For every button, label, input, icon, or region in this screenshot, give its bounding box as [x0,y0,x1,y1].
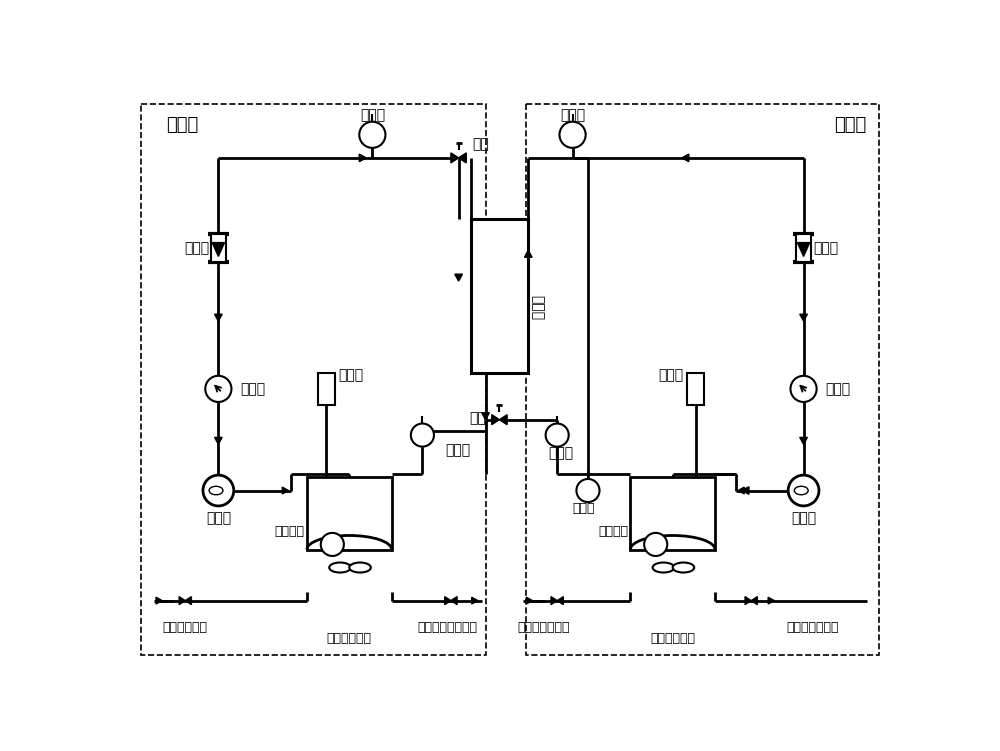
Text: 去化盐池化盐: 去化盐池化盐 [163,621,208,634]
Text: 循环泵: 循环泵 [791,511,816,525]
Text: 溹透侧: 溹透侧 [166,116,198,134]
Bar [211,234,226,262]
Text: 原料测: 原料测 [834,116,867,134]
Bar [630,478,715,550]
Ellipse shape [209,487,223,495]
Circle shape [790,376,817,402]
Polygon shape [359,154,366,161]
Circle shape [411,424,434,447]
Polygon shape [215,437,222,445]
Text: 搄拌器: 搄拌器 [338,368,364,382]
Ellipse shape [794,487,808,495]
Text: 温度计: 温度计 [360,107,385,122]
Polygon shape [451,596,457,605]
Text: 膜组件: 膜组件 [531,295,545,321]
Polygon shape [282,487,288,494]
Polygon shape [797,243,810,256]
Bar [687,372,704,405]
Text: 阁门: 阁门 [472,137,489,151]
Circle shape [359,122,385,148]
Polygon shape [179,596,185,605]
Polygon shape [472,597,478,604]
Circle shape [321,533,344,556]
Text: T: T [418,429,427,443]
Text: 压力表: 压力表 [825,382,850,396]
Text: 循环泵: 循环泵 [206,511,231,525]
Text: T: T [568,128,577,143]
Text: 温度计: 温度计 [446,444,471,457]
Circle shape [205,376,231,402]
Bar [796,234,811,262]
Polygon shape [800,314,807,321]
Text: 阳极淡
盐水: 阳极淡 盐水 [673,508,695,535]
Text: T: T [368,128,377,143]
Polygon shape [482,413,489,420]
Polygon shape [745,596,751,605]
Circle shape [546,424,569,447]
Polygon shape [526,597,533,604]
Text: 溹透液循环槽: 溹透液循环槽 [327,632,372,645]
Bar [526,104,879,656]
Polygon shape [212,243,225,256]
Text: 流量计: 流量计 [184,241,209,255]
Polygon shape [751,596,757,605]
Ellipse shape [653,562,674,572]
Polygon shape [445,596,451,605]
Text: 温度计: 温度计 [560,107,585,122]
Polygon shape [524,250,532,257]
Bar [318,372,335,405]
Text: 温度计: 温度计 [573,502,595,515]
Polygon shape [557,596,563,605]
Bar [471,219,528,373]
Polygon shape [185,596,191,605]
Bar [307,478,392,550]
Text: 脱氯脱硝淡盐水: 脱氯脱硝淡盐水 [787,621,839,634]
Text: 流量计: 流量计 [813,241,838,255]
Text: 恒温系统: 恒温系统 [598,525,628,538]
Text: 压力表: 压力表 [240,382,265,396]
Text: <: < [327,537,339,552]
Ellipse shape [329,562,351,572]
Circle shape [559,122,586,148]
Polygon shape [156,597,162,604]
Text: 去离子膜电解槽: 去离子膜电解槽 [517,621,570,634]
Polygon shape [499,415,507,424]
Text: 化盐后饱和粗盐水: 化盐后饱和粗盐水 [417,621,477,634]
Circle shape [576,479,600,502]
Text: <: < [650,537,663,552]
Polygon shape [742,487,749,494]
Polygon shape [492,415,499,424]
Text: 搄拌器: 搄拌器 [658,368,683,382]
Circle shape [788,475,819,506]
Polygon shape [768,597,774,604]
Circle shape [203,475,234,506]
Ellipse shape [349,562,371,572]
Text: 原料液循环槽: 原料液循环槽 [650,632,695,645]
Polygon shape [215,314,222,321]
Polygon shape [551,596,557,605]
Polygon shape [800,437,807,445]
Text: 阁门: 阁门 [469,411,486,425]
Bar [141,104,486,656]
Polygon shape [455,274,462,281]
Ellipse shape [673,562,694,572]
Circle shape [644,533,667,556]
Text: T: T [583,484,593,499]
Text: 温度计: 温度计 [548,447,574,460]
Polygon shape [451,153,459,163]
Text: 饱和粗
盐水: 饱和粗 盐水 [350,508,372,535]
Text: T: T [552,429,562,443]
Polygon shape [682,154,689,161]
Text: 恒温系统: 恒温系统 [275,525,305,538]
Polygon shape [459,153,466,163]
Polygon shape [738,487,744,494]
